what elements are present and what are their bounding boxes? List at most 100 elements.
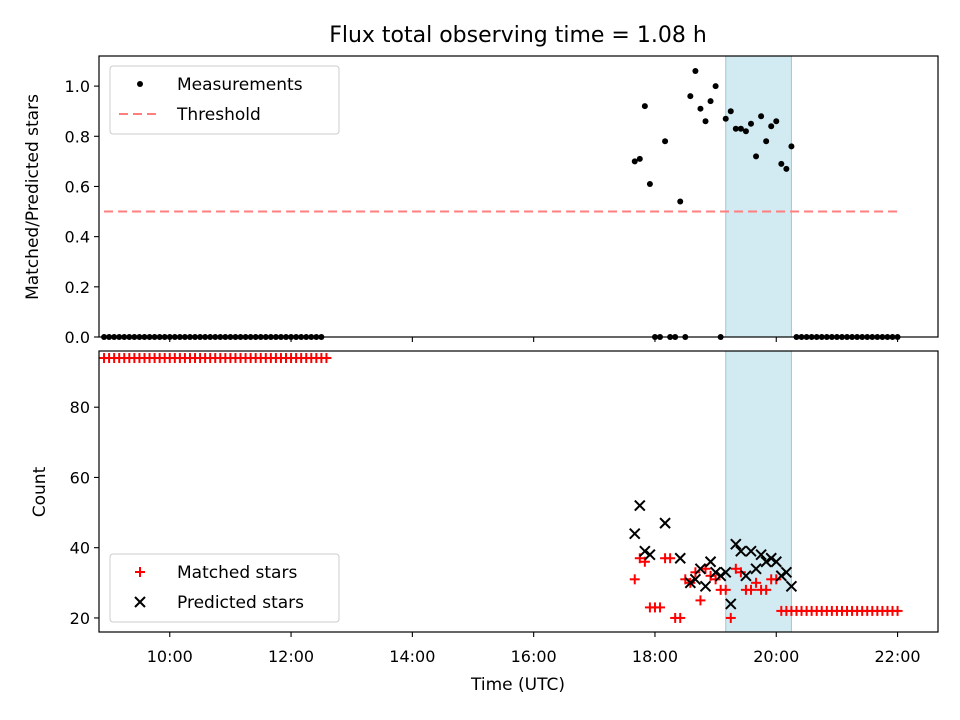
legend-swatch xyxy=(134,596,146,608)
legend-swatch xyxy=(137,81,143,87)
measurement-point xyxy=(727,108,734,115)
predicted-star-point xyxy=(644,549,656,561)
top-panel: 0.0 0.2 0.4 0.6 0.8 1.0 Flux total observing … xyxy=(23,23,939,347)
top-y-tick-label: 0.8 xyxy=(65,127,90,146)
predicted-star-point xyxy=(740,570,752,582)
predicted-star-point xyxy=(775,570,788,582)
predicted-star-point xyxy=(689,573,702,586)
measurement-point xyxy=(783,165,790,172)
bottom-y-tick-label: 60 xyxy=(70,468,90,487)
measurement-point xyxy=(646,180,653,187)
predicted-star-point xyxy=(699,580,712,593)
predicted-star-point xyxy=(725,598,737,610)
x-tick-label: 18:00 xyxy=(632,647,678,666)
predicted-star-point xyxy=(755,549,767,561)
predicted-star-point xyxy=(785,580,798,593)
predicted-star-point xyxy=(639,545,651,557)
top-y-tick-label: 0.4 xyxy=(65,228,90,247)
matched-star-point xyxy=(675,612,686,623)
matched-star-point xyxy=(720,584,731,595)
legend-label: Measurements xyxy=(177,75,303,95)
predicted-star-point xyxy=(714,570,727,582)
measurement-point xyxy=(753,153,760,160)
measurement-point xyxy=(641,103,648,110)
bottom-y-axis-label: Count xyxy=(30,466,50,517)
matched-star-point xyxy=(655,602,666,613)
x-tick-label: 10:00 xyxy=(147,647,193,666)
bottom-plot-frame xyxy=(98,350,939,633)
predicted-star-point xyxy=(765,552,777,564)
measurement-point xyxy=(687,93,694,100)
matched-star-point xyxy=(700,563,711,574)
x-tick-label: 22:00 xyxy=(875,647,921,666)
predicted-star-point xyxy=(720,566,732,578)
matched-star-point xyxy=(705,570,716,581)
top-y-tick-label: 0.6 xyxy=(65,177,90,196)
measurement-point xyxy=(758,113,765,120)
matched-star-point xyxy=(725,612,736,623)
matched-star-point xyxy=(892,605,903,616)
predicted-star-point xyxy=(634,499,646,512)
x-tick-label: 14:00 xyxy=(389,647,435,666)
top-shaded-region xyxy=(725,55,792,338)
measurement-point xyxy=(788,143,795,150)
series-predicted-stars xyxy=(629,499,798,610)
top-legend-box xyxy=(109,65,340,135)
matched-star-point xyxy=(690,567,701,578)
measurement-point xyxy=(677,198,684,205)
predicted-star-point xyxy=(745,545,757,557)
top-y-tick-label: 1.0 xyxy=(65,77,90,96)
legend-label: Predicted stars xyxy=(177,593,304,613)
measurement-point xyxy=(697,105,704,112)
predicted-star-point xyxy=(659,517,671,529)
matched-star-point xyxy=(730,563,741,574)
predicted-star-point xyxy=(780,566,793,578)
matched-star-point xyxy=(629,574,640,585)
measurement-point xyxy=(702,118,709,125)
x-axis-label: Time (UTC) xyxy=(470,675,565,695)
bottom-y-tick-label: 40 xyxy=(70,539,90,558)
predicted-star-point xyxy=(704,556,717,568)
top-y-axis-label: Matched/Predicted stars xyxy=(23,94,43,300)
matched-star-point xyxy=(710,574,721,585)
measurement-point xyxy=(732,125,739,132)
measurement-point xyxy=(722,115,729,122)
measurement-point xyxy=(773,118,780,125)
bottom-y-tick-label: 20 xyxy=(70,609,90,628)
bottom-shaded-region xyxy=(725,350,792,633)
bottom-panel: 20 40 60 80 10:00 12:00 14:00 16:00 18:00 20:00 22… xyxy=(30,350,939,695)
bottom-y-tick-label: 80 xyxy=(70,398,90,417)
predicted-star-point xyxy=(750,563,762,575)
measurement-point xyxy=(712,83,719,90)
series-measurements xyxy=(101,68,901,340)
matched-star-point xyxy=(695,595,706,606)
matched-star-point xyxy=(761,584,772,595)
measurement-point xyxy=(631,158,638,165)
measurement-point xyxy=(747,120,754,127)
measurement-point xyxy=(768,123,775,130)
observing-window-shade xyxy=(725,350,792,633)
matched-star-point xyxy=(321,353,332,364)
predicted-star-point xyxy=(629,527,641,540)
predicted-star-point xyxy=(760,556,772,568)
x-tick-label: 12:00 xyxy=(268,647,314,666)
predicted-star-point xyxy=(730,538,742,550)
top-y-tick-label: 0.0 xyxy=(65,328,90,347)
legend-label: Matched stars xyxy=(177,563,297,583)
observing-window-shade xyxy=(725,55,792,338)
predicted-star-point xyxy=(684,577,697,589)
x-tick-label: 16:00 xyxy=(511,647,557,666)
matched-star-point xyxy=(680,574,691,585)
measurement-point xyxy=(778,160,785,167)
bottom-legend: Matched stars Predicted stars xyxy=(109,553,340,623)
chart-title: Flux total observing time = 1.08 h xyxy=(329,23,707,48)
measurement-point xyxy=(662,138,669,145)
top-y-tick-label: 0.2 xyxy=(65,278,90,297)
measurement-point xyxy=(742,128,749,135)
predicted-star-point xyxy=(770,556,782,568)
series-matched-stars xyxy=(99,353,903,623)
x-tick-label: 20:00 xyxy=(753,647,799,666)
predicted-star-point xyxy=(694,563,707,575)
predicted-star-point xyxy=(709,566,722,578)
